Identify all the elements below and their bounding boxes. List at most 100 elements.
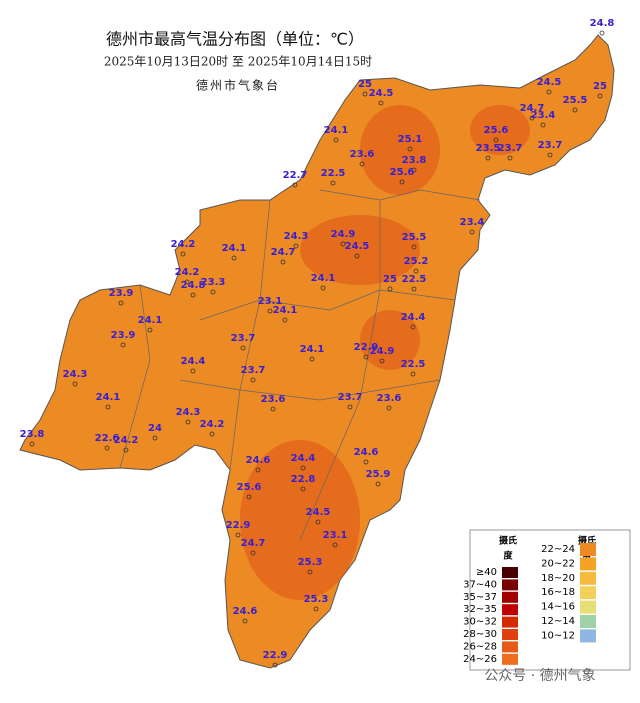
legend-swatch — [580, 543, 596, 556]
station-value: 25.6 — [390, 167, 415, 178]
legend-label: 37~40 — [463, 579, 497, 590]
station-value: 22.5 — [401, 359, 426, 370]
station-value: 23.1 — [323, 530, 348, 541]
station-dot — [123, 447, 129, 453]
station-dot — [529, 115, 535, 121]
legend-label: 35~37 — [463, 592, 497, 603]
station-value: 24.5 — [537, 77, 562, 88]
station-value: 25 — [358, 79, 372, 90]
legend-unit: 度 — [503, 550, 513, 562]
station-dot — [185, 419, 191, 425]
station-value: 22.5 — [402, 274, 427, 285]
legend-unit: 摄氏 — [499, 535, 517, 547]
legend-swatch — [502, 653, 518, 665]
station-dot — [209, 431, 215, 437]
map-subtitle: 2025年10月13日20时 至 2025年10月14日15时 — [104, 55, 372, 69]
station-dot — [246, 494, 252, 500]
station-value: 23.6 — [377, 393, 402, 404]
station-value: 25.6 — [484, 125, 509, 136]
border — [229, 199, 271, 471]
district-borders — [119, 189, 481, 541]
station-dot — [572, 107, 578, 113]
station-dot — [147, 327, 153, 333]
station-dot — [547, 152, 553, 158]
station-dot — [235, 532, 241, 538]
station-dot — [255, 467, 261, 473]
legend-swatch — [502, 567, 518, 578]
station-value: 23.7 — [538, 140, 563, 151]
warm-zone — [240, 440, 360, 600]
station-dot — [363, 459, 369, 465]
station-value: 24.1 — [96, 392, 121, 403]
station-value: 22.6 — [95, 433, 120, 444]
station-value: 25.2 — [404, 256, 429, 267]
station-dot — [410, 371, 416, 377]
legend-box — [469, 529, 631, 671]
station-dot — [250, 550, 256, 556]
station-value: 25.3 — [304, 594, 329, 605]
station-value: 25 — [383, 274, 397, 285]
station-dot — [546, 89, 552, 95]
station-dot — [250, 377, 256, 383]
legend-label: 24~26 — [463, 654, 497, 665]
station-dot — [410, 324, 416, 330]
station-dot — [120, 342, 126, 348]
station-value: 23.8 — [402, 155, 427, 166]
station-value: 25.5 — [563, 95, 588, 106]
station-dot — [210, 289, 216, 295]
legend-label: 26~28 — [463, 641, 497, 652]
station-dot — [540, 122, 546, 128]
map-title: 德州市最高气温分布图（单位：℃） — [106, 30, 364, 49]
station-dot — [493, 137, 499, 143]
station-dot — [313, 606, 319, 612]
warm-zone — [360, 105, 440, 195]
legend-swatch — [580, 557, 596, 571]
station-value: 24.5 — [369, 88, 394, 99]
station-dot — [272, 662, 278, 668]
station-value: 22.5 — [321, 168, 346, 179]
station-value: 25.5 — [402, 232, 427, 243]
station-value: 23.5 — [476, 143, 501, 154]
legend-swatch — [502, 604, 518, 616]
station-value: 22.9 — [354, 342, 379, 353]
legend-label: 18~20 — [541, 573, 575, 584]
station-value: 23.1 — [258, 296, 283, 307]
station-value: 22.8 — [291, 474, 316, 485]
legend-swatch — [580, 571, 596, 585]
station-dot — [469, 229, 475, 235]
station-value: 24.3 — [284, 231, 309, 242]
station-dot — [309, 356, 315, 362]
station-value: 24.2 — [175, 267, 200, 278]
station-dot — [293, 243, 299, 249]
station-dot — [72, 381, 78, 387]
station-dot — [599, 30, 605, 36]
legend-swatch — [580, 586, 596, 600]
station-dot — [407, 146, 413, 152]
station-value: 24.6 — [354, 447, 379, 458]
station-dot — [280, 259, 286, 265]
station-value: 23.9 — [111, 330, 136, 341]
legend-label: ≥40 — [476, 567, 497, 578]
station-dot — [411, 244, 417, 250]
warm-zone — [360, 310, 420, 370]
station-dot — [240, 345, 246, 351]
station-value: 24.6 — [246, 455, 271, 466]
watermark: 公众号 · 德州气象 — [484, 668, 595, 684]
station-dot — [363, 354, 369, 360]
legend-label: 20~22 — [541, 558, 575, 569]
station-value: 23.4 — [531, 110, 556, 121]
legend-swatch — [502, 616, 518, 628]
legend-label: 22~24 — [541, 544, 575, 555]
station-value: 24.3 — [176, 407, 201, 418]
legend-swatch — [502, 629, 518, 640]
station-dot — [411, 167, 417, 173]
station-value: 24 — [148, 423, 162, 434]
station-value: 23.6 — [261, 394, 286, 405]
station-dot — [413, 268, 419, 274]
station-dot — [190, 368, 196, 374]
station-value: 22.9 — [226, 520, 251, 531]
station-value: 24.1 — [222, 243, 247, 254]
warm-zone — [300, 215, 420, 285]
station-value: 24.5 — [306, 507, 331, 518]
